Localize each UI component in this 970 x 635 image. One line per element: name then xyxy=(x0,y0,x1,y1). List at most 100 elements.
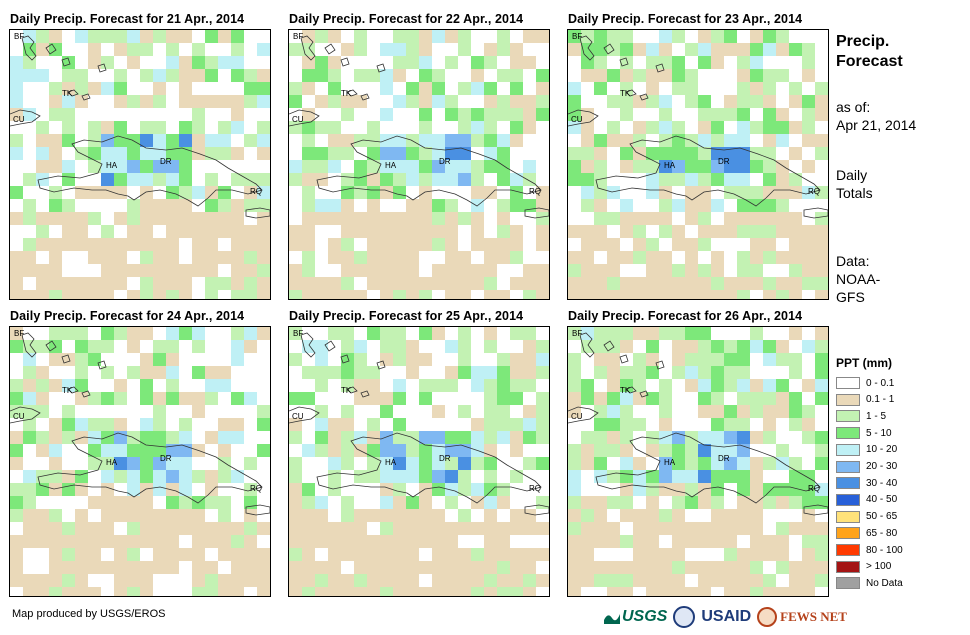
grid-cell xyxy=(724,470,737,483)
grid-cell xyxy=(711,225,724,238)
grid-cell xyxy=(484,238,497,251)
grid-cell xyxy=(114,587,127,596)
grid-cell xyxy=(192,69,205,82)
grid-cell xyxy=(633,548,646,561)
grid-cell xyxy=(10,457,23,470)
grid-cell xyxy=(581,561,594,574)
grid-cell xyxy=(289,548,302,561)
grid-cell xyxy=(302,69,315,82)
map-label-bf: BF xyxy=(14,32,24,41)
grid-cell xyxy=(776,548,789,561)
grid-cell xyxy=(140,134,153,147)
grid-cell xyxy=(711,574,724,587)
grid-cell xyxy=(471,483,484,496)
grid-cell xyxy=(536,574,549,587)
grid-cell xyxy=(419,69,432,82)
grid-cell xyxy=(289,238,302,251)
grid-cell xyxy=(23,522,36,535)
grid-cell xyxy=(607,238,620,251)
grid-cell xyxy=(257,199,270,212)
grid-cell xyxy=(763,238,776,251)
data-source-line: Data: xyxy=(836,253,870,269)
grid-cell xyxy=(127,147,140,160)
grid-cell xyxy=(289,483,302,496)
turks-caicos-outline xyxy=(346,89,370,101)
grid-cell xyxy=(62,522,75,535)
grid-cell xyxy=(406,470,419,483)
grid-cell xyxy=(315,496,328,509)
grid-cell xyxy=(523,561,536,574)
grid-cell xyxy=(659,264,672,277)
grid-cell xyxy=(471,56,484,69)
grid-cell xyxy=(737,379,750,392)
grid-cell xyxy=(114,121,127,134)
grid-cell xyxy=(445,431,458,444)
grid-cell xyxy=(380,82,393,95)
grid-cell xyxy=(23,535,36,548)
grid-cell xyxy=(536,186,549,199)
grid-cell xyxy=(698,340,711,353)
grid-cell xyxy=(179,470,192,483)
grid-cell xyxy=(179,82,192,95)
grid-cell xyxy=(328,238,341,251)
grid-cell xyxy=(620,225,633,238)
grid-cell xyxy=(672,30,685,43)
grid-cell xyxy=(607,561,620,574)
grid-cell xyxy=(685,238,698,251)
grid-cell xyxy=(419,56,432,69)
grid-cell xyxy=(724,444,737,457)
grid-cell xyxy=(179,186,192,199)
grid-cell xyxy=(789,587,802,596)
grid-cell xyxy=(711,134,724,147)
grid-cell xyxy=(62,353,75,366)
grid-cell xyxy=(536,225,549,238)
grid-cell xyxy=(10,277,23,290)
grid-cell xyxy=(633,392,646,405)
grid-cell xyxy=(23,290,36,299)
grid-cell xyxy=(698,212,711,225)
grid-cell xyxy=(153,548,166,561)
grid-cell xyxy=(75,69,88,82)
grid-cell xyxy=(140,173,153,186)
grid-cell xyxy=(750,251,763,264)
grid-cell xyxy=(341,379,354,392)
grid-cell xyxy=(724,30,737,43)
grid-cell xyxy=(711,496,724,509)
grid-cell xyxy=(367,444,380,457)
grid-cell xyxy=(75,30,88,43)
grid-cell xyxy=(302,251,315,264)
grid-cell xyxy=(328,251,341,264)
grid-cell xyxy=(659,225,672,238)
grid-cell xyxy=(802,121,815,134)
grid-cell xyxy=(114,186,127,199)
grid-cell xyxy=(568,561,581,574)
grid-cell xyxy=(581,392,594,405)
legend-swatch xyxy=(836,477,860,490)
grid-cell xyxy=(646,277,659,290)
grid-cell xyxy=(166,238,179,251)
grid-cell xyxy=(750,238,763,251)
grid-cell xyxy=(341,199,354,212)
grid-cell xyxy=(581,186,594,199)
grid-cell xyxy=(523,379,536,392)
grid-cell xyxy=(88,186,101,199)
grid-cell xyxy=(10,327,23,340)
grid-cell xyxy=(36,522,49,535)
grid-cell xyxy=(88,121,101,134)
grid-cell xyxy=(789,277,802,290)
grid-cell xyxy=(257,121,270,134)
grid-cell xyxy=(419,134,432,147)
grid-cell xyxy=(672,470,685,483)
grid-cell xyxy=(620,82,633,95)
grid-cell xyxy=(23,108,36,121)
grid-cell xyxy=(594,561,607,574)
grid-cell xyxy=(510,522,523,535)
grid-cell xyxy=(205,290,218,299)
grid-cell xyxy=(75,238,88,251)
hispaniola-outline xyxy=(316,432,542,504)
grid-cell xyxy=(594,134,607,147)
grid-cell xyxy=(685,366,698,379)
grid-cell xyxy=(289,470,302,483)
grid-cell xyxy=(594,366,607,379)
grid-cell xyxy=(568,483,581,496)
